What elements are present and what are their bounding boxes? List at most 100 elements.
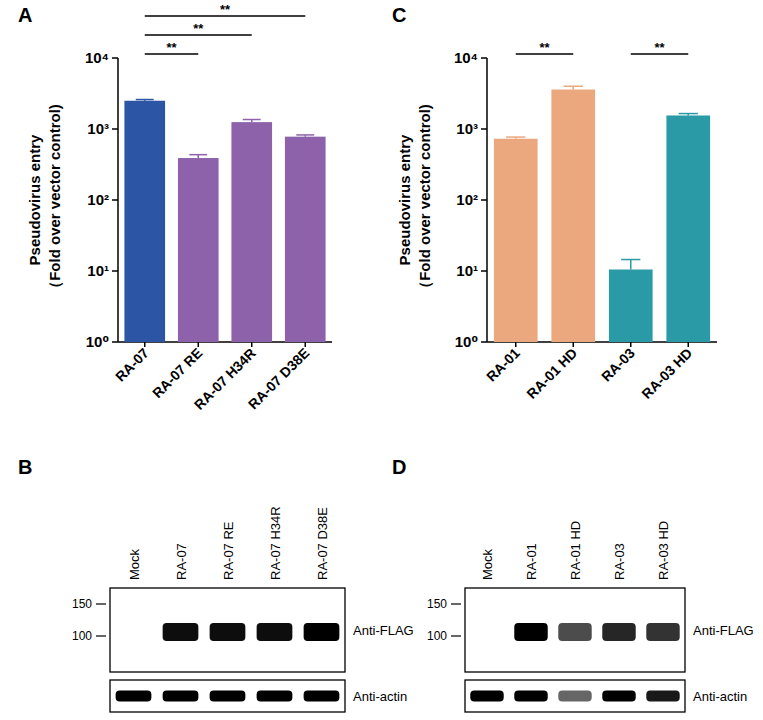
error-bar bbox=[189, 155, 207, 158]
lane-label: RA-07 bbox=[174, 543, 189, 580]
blot-band bbox=[514, 691, 547, 702]
panel-letter: C bbox=[392, 4, 406, 26]
lane-label: Mock bbox=[480, 548, 495, 580]
blot-band bbox=[646, 623, 679, 641]
chart-panel: C Pseudovirus entry（Fold over vector cont… bbox=[392, 4, 717, 402]
y-tick-label: 10⁴ bbox=[454, 49, 478, 66]
x-tick bbox=[144, 342, 146, 347]
x-tick-label: RA-07 RE bbox=[149, 345, 205, 401]
x-tick bbox=[305, 342, 307, 347]
y-tick-label: 10³ bbox=[456, 120, 478, 137]
bar bbox=[666, 115, 710, 342]
x-tick bbox=[688, 342, 690, 347]
lane-label: RA-07 RE bbox=[221, 521, 236, 580]
marker-tick bbox=[96, 603, 106, 604]
blot-band bbox=[558, 623, 591, 641]
y-tick-label: 10² bbox=[87, 191, 109, 208]
marker-tick bbox=[451, 603, 461, 604]
x-tick-label: RA-03 bbox=[598, 345, 638, 385]
y-tick-label: 10⁴ bbox=[85, 49, 109, 66]
lane-label: RA-03 bbox=[612, 543, 627, 580]
x-tick bbox=[515, 342, 517, 347]
blot-band bbox=[304, 623, 340, 641]
y-tick bbox=[112, 199, 118, 201]
blot-band bbox=[163, 623, 199, 641]
bars bbox=[494, 86, 710, 342]
blot-band bbox=[602, 623, 635, 641]
x-tick bbox=[573, 342, 575, 347]
error-bar bbox=[136, 100, 154, 101]
y-axis-label: （Fold over vector control) bbox=[416, 104, 433, 296]
antibody-label: Anti-actin bbox=[353, 689, 407, 704]
y-axis-label: Pseudovirus entry bbox=[396, 134, 413, 266]
error-bar bbox=[621, 260, 640, 270]
blot-band bbox=[257, 623, 293, 641]
bar bbox=[124, 101, 165, 342]
error-cap bbox=[564, 86, 583, 88]
lane-label: RA-03 HD bbox=[656, 521, 671, 580]
blot-panel: BMockRA-07RA-07 RERA-07 H34RRA-07 D38EAn… bbox=[18, 456, 414, 712]
blot-band bbox=[210, 691, 246, 702]
marker-label: 150 bbox=[72, 597, 92, 611]
marker-label: 100 bbox=[427, 629, 447, 643]
x-tick bbox=[198, 342, 200, 347]
significance-label: ** bbox=[654, 40, 665, 55]
lane-label: RA-01 HD bbox=[568, 521, 583, 580]
blot-band bbox=[470, 623, 503, 641]
y-tick bbox=[481, 128, 487, 130]
bar bbox=[551, 90, 595, 342]
y-tick bbox=[481, 57, 487, 59]
bar bbox=[285, 137, 326, 342]
blot-band bbox=[558, 691, 591, 702]
panel-letter: A bbox=[18, 4, 32, 26]
blot-band bbox=[470, 691, 503, 702]
bar bbox=[494, 139, 538, 342]
blot-band bbox=[304, 691, 340, 702]
error-bar bbox=[243, 120, 261, 123]
blot-frame bbox=[465, 588, 685, 672]
error-cap bbox=[296, 134, 314, 136]
error-cap bbox=[679, 113, 698, 115]
lane-label: RA-07 H34R bbox=[268, 506, 283, 580]
error-cap bbox=[189, 154, 207, 156]
blot-frame bbox=[110, 680, 345, 712]
x-tick-label: RA-03 HD bbox=[638, 345, 695, 402]
bar bbox=[178, 158, 219, 342]
antibody-label: Anti-FLAG bbox=[693, 623, 754, 638]
significance-label: ** bbox=[166, 40, 177, 55]
error-bar bbox=[679, 114, 698, 116]
figure: APseudovirus entry（Fold over vector cont… bbox=[0, 0, 763, 720]
y-axis-label: （Fold over vector control) bbox=[46, 104, 63, 296]
y-tick-label: 10¹ bbox=[456, 262, 478, 279]
blot-band bbox=[646, 691, 679, 702]
chart-panel: APseudovirus entry（Fold over vector cont… bbox=[18, 2, 332, 413]
x-tick bbox=[630, 342, 632, 347]
bar bbox=[231, 122, 272, 342]
error-cap bbox=[506, 136, 525, 138]
antibody-label: Anti-FLAG bbox=[353, 623, 414, 638]
blot-band bbox=[514, 623, 547, 641]
x-tick-label: RA-07 bbox=[112, 345, 152, 385]
error-bar bbox=[564, 86, 583, 89]
y-tick-label: 10¹ bbox=[87, 262, 109, 279]
blot-band bbox=[210, 623, 246, 641]
significance-label: ** bbox=[193, 21, 204, 36]
y-tick-label: 10² bbox=[456, 191, 478, 208]
error-cap bbox=[243, 119, 261, 121]
blot-band bbox=[257, 691, 293, 702]
error-cap bbox=[621, 259, 640, 261]
y-tick bbox=[112, 57, 118, 59]
y-tick bbox=[112, 341, 118, 343]
marker-label: 100 bbox=[72, 629, 92, 643]
marker-label: 150 bbox=[427, 597, 447, 611]
y-tick bbox=[112, 270, 118, 272]
error-stem bbox=[630, 260, 632, 270]
blot-band bbox=[116, 691, 152, 702]
y-tick bbox=[481, 341, 487, 343]
y-tick bbox=[112, 128, 118, 130]
error-cap bbox=[136, 99, 154, 101]
panel-letter: B bbox=[18, 456, 32, 478]
x-tick bbox=[251, 342, 253, 347]
panel-letter: D bbox=[392, 456, 406, 478]
lane-label: Mock bbox=[127, 548, 142, 580]
